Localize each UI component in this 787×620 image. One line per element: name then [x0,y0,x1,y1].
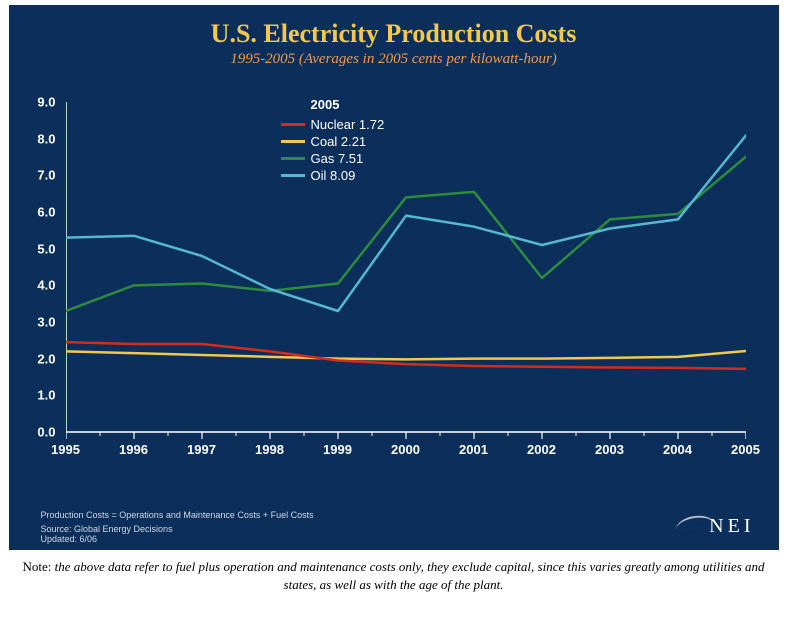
y-tick-label: 1.0 [37,388,55,403]
x-tick-label: 2004 [663,442,692,457]
x-tick-label: 2001 [459,442,488,457]
y-tick-label: 8.0 [37,131,55,146]
nei-logo: NEI [675,515,754,538]
x-tick-label: 1995 [51,442,80,457]
series-nuclear [66,342,746,369]
series-gas [66,157,746,311]
chart-subtitle: 1995-2005 (Averages in 2005 cents per ki… [11,51,777,68]
x-tick-label: 2005 [731,442,760,457]
source-text: Source: Global Energy Decisions [41,524,173,534]
y-tick-label: 6.0 [37,205,55,220]
note-text: the above data refer to fuel plus operat… [55,559,765,592]
chart-svg [66,102,746,472]
x-tick-label: 1996 [119,442,148,457]
chart-container: U.S. Electricity Production Costs 1995-2… [9,5,779,550]
y-tick-label: 0.0 [37,425,55,440]
y-tick-label: 4.0 [37,278,55,293]
footnote: Production Costs = Operations and Mainte… [41,510,314,520]
series-coal [66,351,746,359]
y-tick-label: 5.0 [37,241,55,256]
y-tick-label: 2.0 [37,351,55,366]
updated-text: Updated: 6/06 [41,534,98,544]
chart-title: U.S. Electricity Production Costs [11,7,777,49]
x-tick-label: 2003 [595,442,624,457]
x-tick-label: 1998 [255,442,284,457]
y-tick-label: 9.0 [37,95,55,110]
x-tick-label: 1997 [187,442,216,457]
x-tick-label: 1999 [323,442,352,457]
y-tick-label: 3.0 [37,315,55,330]
plot-area: 0.01.02.03.04.05.06.07.08.09.0 199519961… [66,102,746,432]
note-label: Note: [22,559,51,574]
y-tick-label: 7.0 [37,168,55,183]
x-tick-label: 2000 [391,442,420,457]
x-tick-label: 2002 [527,442,556,457]
note-caption: Note: the above data refer to fuel plus … [9,558,779,593]
logo-text: NEI [709,515,754,538]
